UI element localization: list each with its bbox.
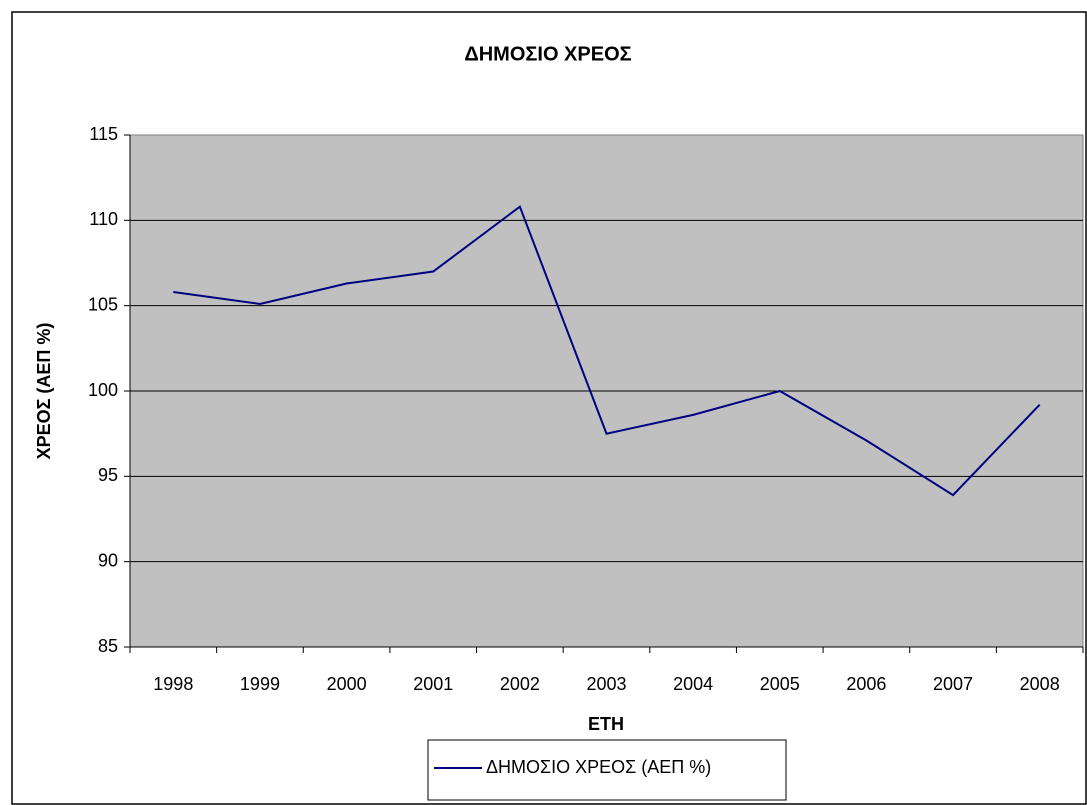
x-tick-label: 2000 <box>327 674 367 694</box>
x-tick-label: 2006 <box>846 674 886 694</box>
x-tick-label: 2001 <box>413 674 453 694</box>
legend-label: ΔΗΜΟΣΙΟ ΧΡΕΟΣ (ΑΕΠ %) <box>486 757 711 777</box>
x-tick-label: 1998 <box>153 674 193 694</box>
x-tick-label: 2002 <box>500 674 540 694</box>
data-line <box>173 205 1041 497</box>
y-tick-label: 95 <box>98 465 118 485</box>
x-tick-label: 2008 <box>1020 674 1060 694</box>
x-tick-label: 2005 <box>760 674 800 694</box>
x-tick-label: 1999 <box>240 674 280 694</box>
chart-title: ΔΗΜΟΣΙΟ ΧΡΕΟΣ <box>464 43 631 65</box>
y-tick-label: 90 <box>98 550 118 570</box>
x-axis-label: ΕΤΗ <box>588 714 624 734</box>
y-axis-label: ΧΡΕΟΣ (ΑΕΠ %) <box>34 323 54 460</box>
y-tick-label: 105 <box>88 294 118 314</box>
y-tick-label: 115 <box>89 124 118 144</box>
x-tick-label: 2007 <box>933 674 973 694</box>
legend-box <box>427 739 787 801</box>
y-tick-label: 85 <box>98 636 118 656</box>
x-tick-label: 2004 <box>673 674 713 694</box>
y-tick-label: 110 <box>89 209 118 229</box>
y-tick-label: 100 <box>88 380 118 400</box>
x-tick-label: 2003 <box>586 674 626 694</box>
